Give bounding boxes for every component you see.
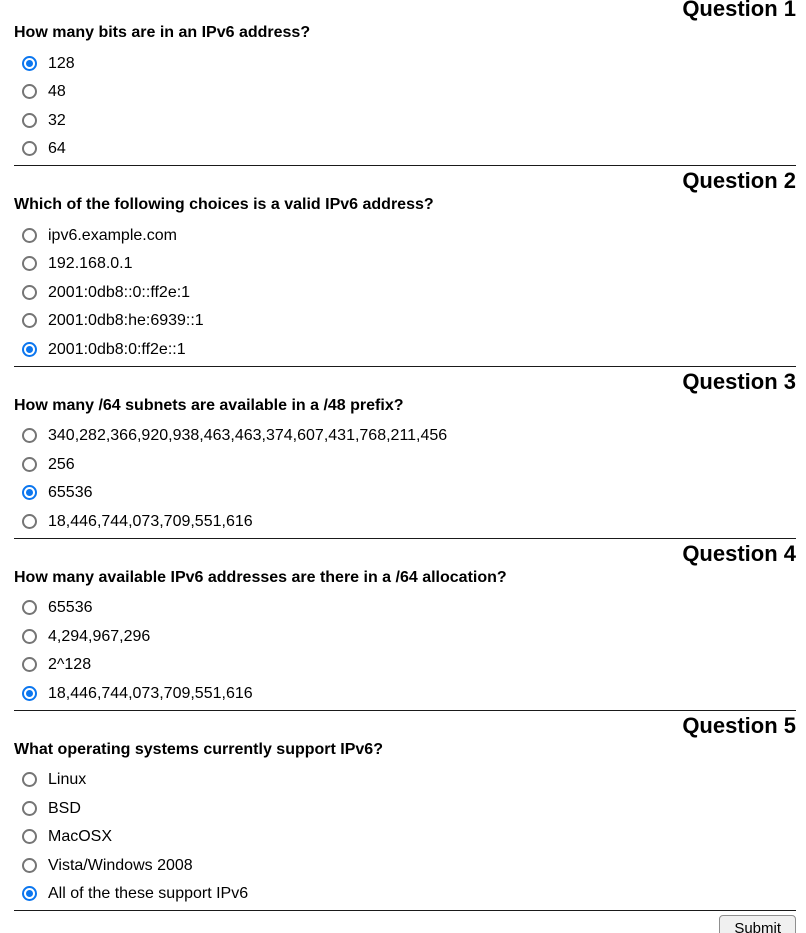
question-block-1: Question 1 How many bits are in an IPv6 …	[14, 0, 796, 166]
radio-icon[interactable]	[22, 456, 37, 472]
question-block-5: Question 5 What operating systems curren…	[14, 712, 796, 911]
radio-icon[interactable]	[22, 284, 37, 300]
radio-option[interactable]: 64	[14, 135, 796, 164]
radio-option[interactable]: 65536	[14, 594, 796, 623]
question-2-options: ipv6.example.com 192.168.0.1 2001:0db8::…	[14, 221, 796, 364]
option-label: 128	[48, 54, 75, 72]
radio-option[interactable]: 2^128	[14, 651, 796, 680]
option-label: 64	[48, 140, 66, 158]
divider	[14, 910, 796, 911]
radio-icon[interactable]	[22, 112, 37, 128]
divider	[14, 365, 796, 367]
question-4-text: How many available IPv6 addresses are th…	[14, 568, 507, 586]
radio-option[interactable]: 65536	[14, 479, 796, 508]
radio-icon[interactable]	[22, 84, 37, 100]
question-2-text: Which of the following choices is a vali…	[14, 196, 434, 213]
radio-icon[interactable]	[22, 685, 37, 701]
radio-option[interactable]: Linux	[14, 766, 796, 795]
radio-icon[interactable]	[22, 141, 37, 157]
radio-option[interactable]: ipv6.example.com	[14, 221, 796, 250]
option-label: 65536	[48, 599, 93, 617]
option-label: All of the these support IPv6	[48, 885, 249, 903]
radio-option[interactable]: 2001:0db8:0:ff2e::1	[14, 335, 796, 364]
radio-option[interactable]: 128	[14, 49, 796, 78]
question-3-text: How many /64 subnets are available in a …	[14, 396, 404, 414]
option-label: 340,282,366,920,938,463,463,374,607,431,…	[48, 427, 448, 445]
radio-icon[interactable]	[22, 800, 37, 816]
radio-icon[interactable]	[22, 55, 37, 71]
option-label: Vista/Windows 2008	[48, 856, 193, 874]
option-label: 2001:0db8::0::ff2e:1	[48, 283, 191, 301]
question-4-options: 65536 4,294,967,296 2^128 18,446,744,073…	[14, 594, 796, 708]
question-block-3: Question 3 How many /64 subnets are avai…	[14, 368, 796, 539]
radio-option[interactable]: 18,446,744,073,709,551,616	[14, 679, 796, 708]
question-3-heading: Question 3	[682, 368, 796, 394]
radio-icon[interactable]	[22, 513, 37, 529]
option-label: 192.168.0.1	[48, 255, 133, 273]
radio-option[interactable]: 2001:0db8:he:6939::1	[14, 307, 796, 336]
option-label: 256	[48, 455, 75, 473]
submit-row: Submit	[14, 915, 796, 933]
question-4-heading: Question 4	[682, 540, 796, 566]
option-label: 65536	[48, 484, 93, 502]
radio-option[interactable]: 256	[14, 450, 796, 479]
option-label: Linux	[48, 771, 87, 789]
radio-icon[interactable]	[22, 256, 37, 272]
radio-option[interactable]: All of the these support IPv6	[14, 880, 796, 909]
radio-option[interactable]: 2001:0db8::0::ff2e:1	[14, 278, 796, 307]
option-label: 2001:0db8:0:ff2e::1	[48, 340, 186, 358]
radio-icon[interactable]	[22, 857, 37, 873]
radio-icon[interactable]	[22, 772, 37, 788]
question-1-heading: Question 1	[682, 0, 796, 21]
radio-icon[interactable]	[22, 600, 37, 616]
radio-option[interactable]: BSD	[14, 794, 796, 823]
question-5-text: What operating systems currently support…	[14, 740, 383, 758]
option-label: 32	[48, 111, 66, 129]
divider	[14, 537, 796, 539]
option-label: 2^128	[48, 656, 92, 674]
option-label: 2001:0db8:he:6939::1	[48, 312, 204, 330]
divider	[14, 165, 796, 166]
radio-icon[interactable]	[22, 313, 37, 329]
question-block-2: Question 2 Which of the following choice…	[14, 169, 796, 367]
radio-option[interactable]: 192.168.0.1	[14, 250, 796, 279]
option-label: 18,446,744,073,709,551,616	[48, 684, 253, 702]
divider	[14, 709, 796, 711]
question-3-options: 340,282,366,920,938,463,463,374,607,431,…	[14, 422, 796, 536]
radio-option[interactable]: 340,282,366,920,938,463,463,374,607,431,…	[14, 422, 796, 451]
radio-icon[interactable]	[22, 829, 37, 845]
question-1-options: 128 48 32 64	[14, 49, 796, 163]
radio-icon[interactable]	[22, 657, 37, 673]
radio-option[interactable]: Vista/Windows 2008	[14, 851, 796, 880]
radio-icon[interactable]	[22, 886, 37, 902]
option-label: 18,446,744,073,709,551,616	[48, 512, 253, 530]
radio-icon[interactable]	[22, 341, 37, 357]
option-label: MacOSX	[48, 828, 113, 846]
radio-option[interactable]: 32	[14, 106, 796, 135]
radio-option[interactable]: 48	[14, 78, 796, 107]
question-2-heading: Question 2	[682, 168, 796, 193]
option-label: 4,294,967,296	[48, 627, 151, 645]
option-label: ipv6.example.com	[48, 226, 177, 244]
question-5-heading: Question 5	[682, 712, 796, 738]
option-label: 48	[48, 83, 66, 101]
radio-icon[interactable]	[22, 485, 37, 501]
submit-button[interactable]: Submit	[719, 915, 796, 933]
option-label: BSD	[48, 799, 81, 817]
radio-option[interactable]: MacOSX	[14, 823, 796, 852]
radio-option[interactable]: 18,446,744,073,709,551,616	[14, 507, 796, 536]
question-5-options: Linux BSD MacOSX Vista/Windows 2008 All …	[14, 766, 796, 909]
radio-icon[interactable]	[22, 428, 37, 444]
question-block-4: Question 4 How many available IPv6 addre…	[14, 540, 796, 711]
radio-icon[interactable]	[22, 628, 37, 644]
radio-icon[interactable]	[22, 227, 37, 243]
question-1-text: How many bits are in an IPv6 address?	[14, 24, 311, 41]
radio-option[interactable]: 4,294,967,296	[14, 622, 796, 651]
